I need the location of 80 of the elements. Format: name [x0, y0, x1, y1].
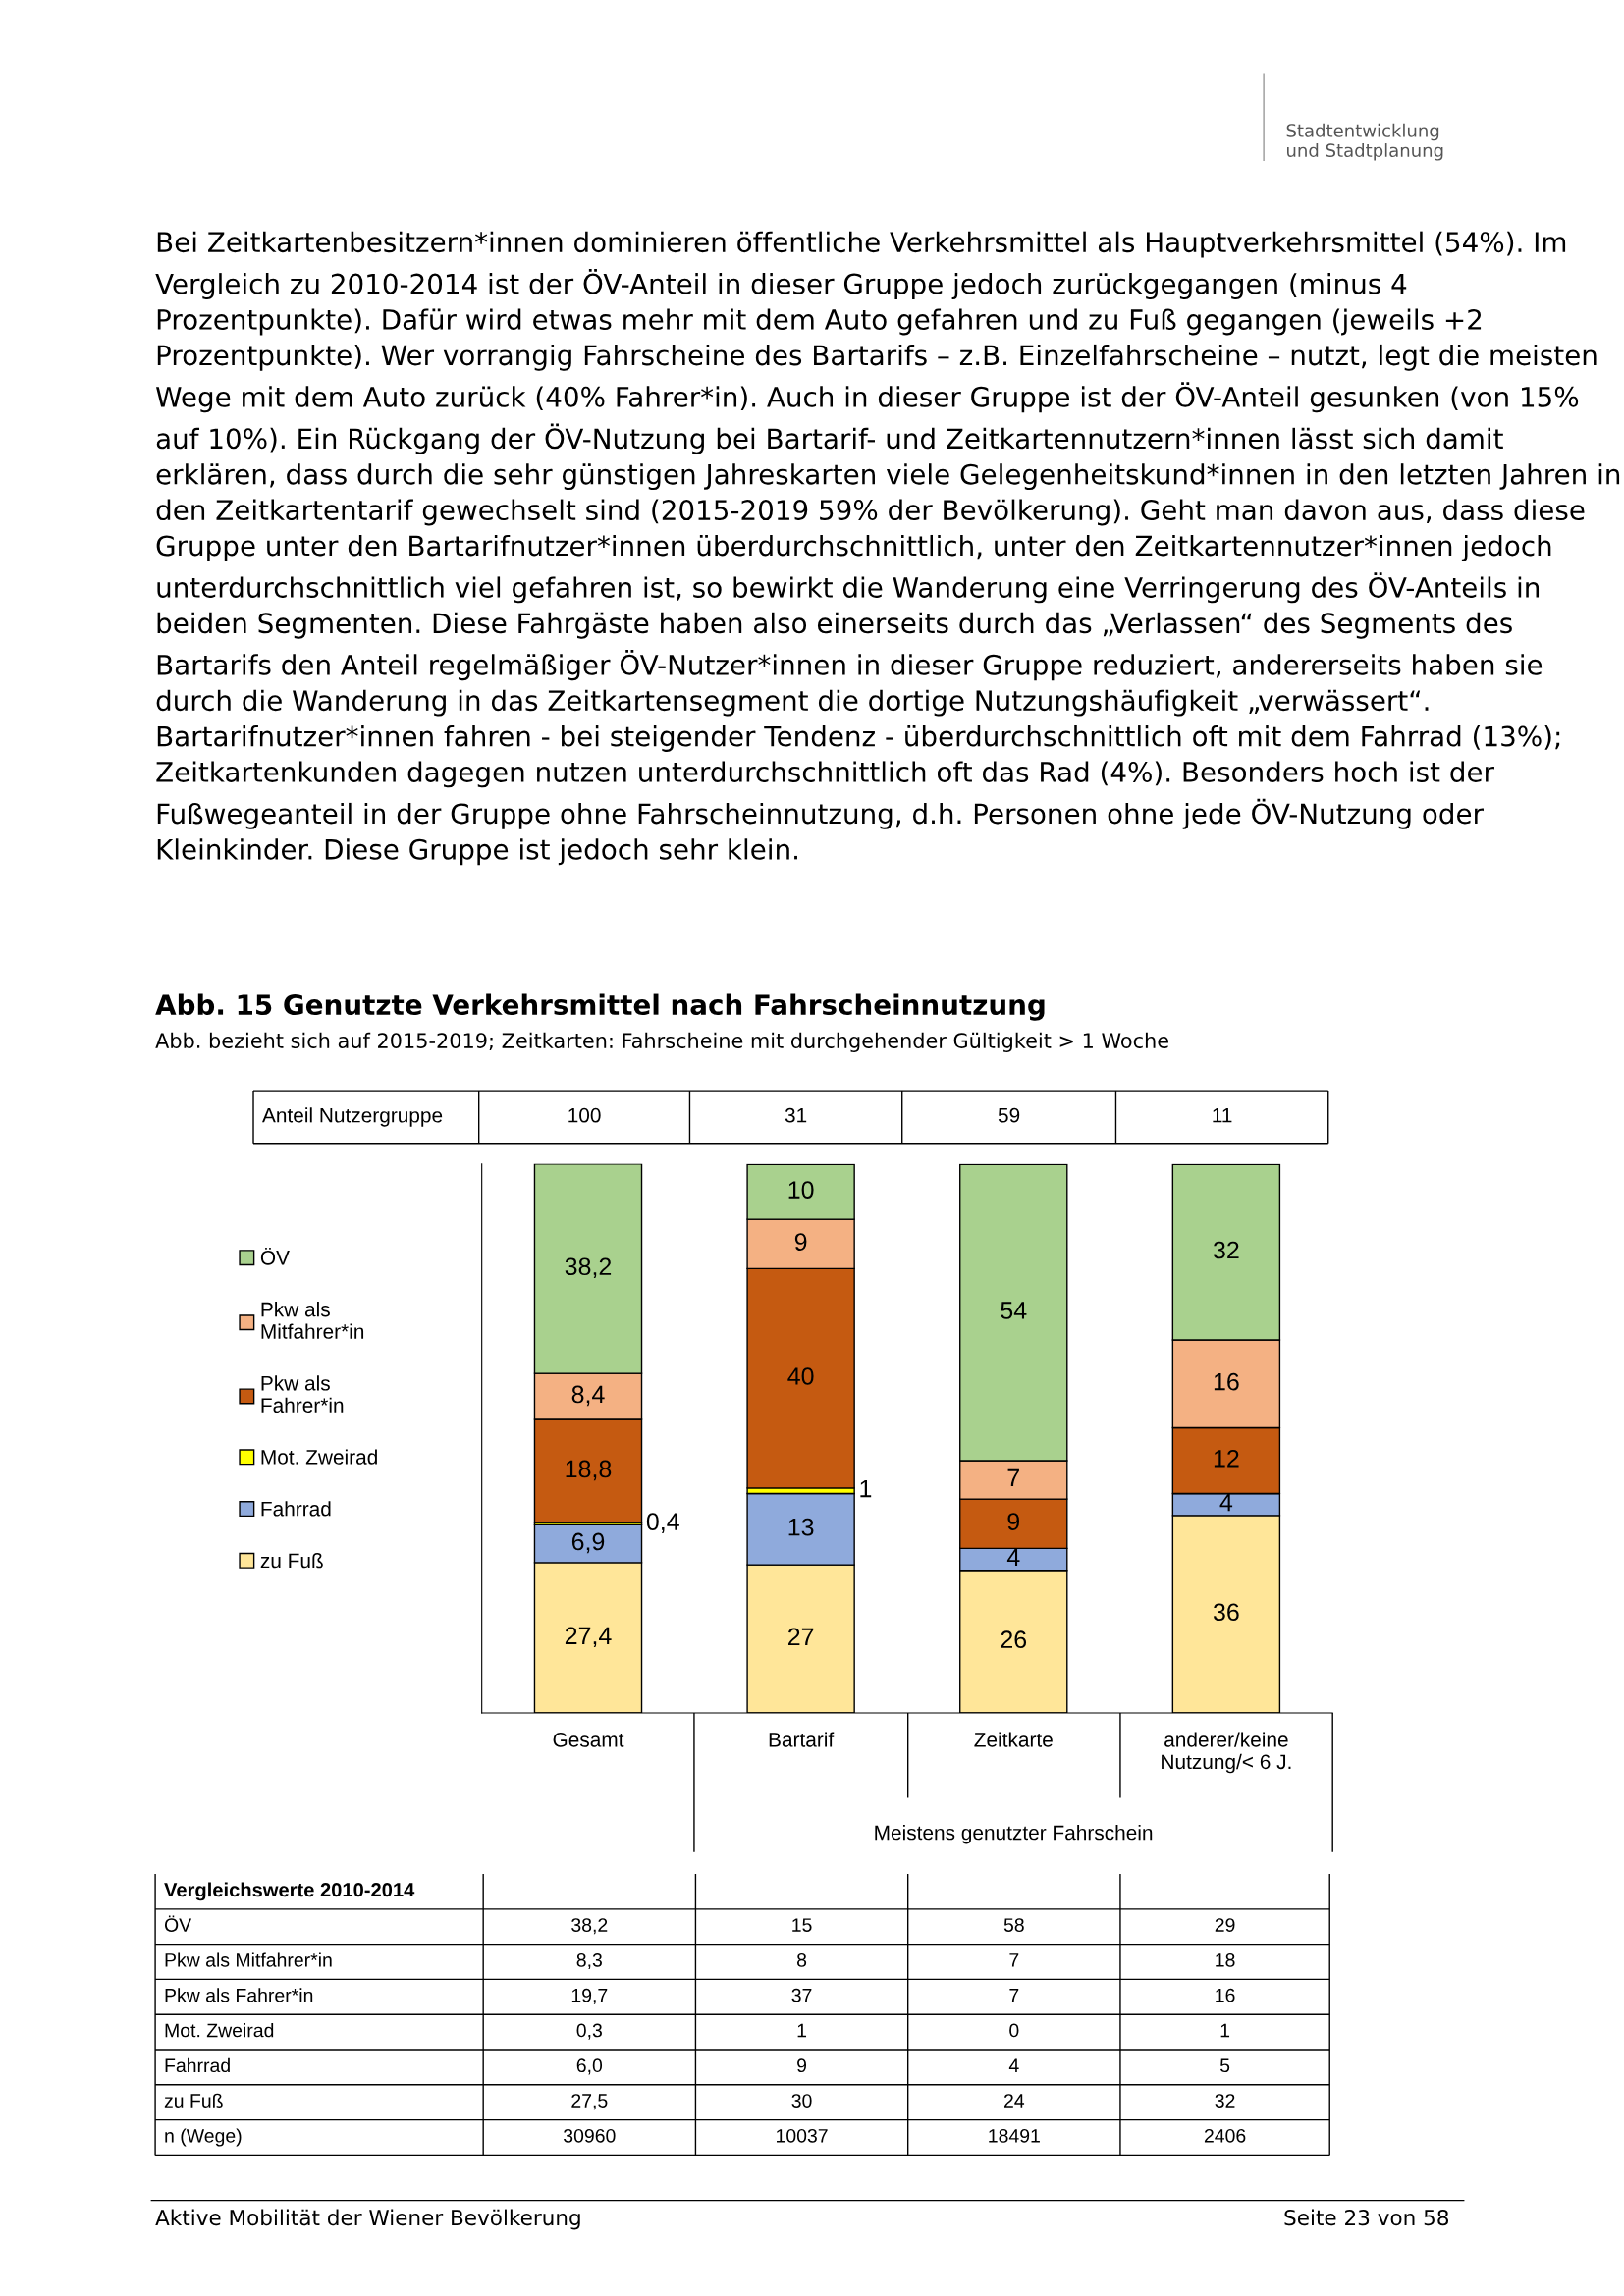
text: 18: [1216, 1952, 1235, 1967]
text: 24: [1003, 2094, 1025, 2108]
text: 29: [1215, 1918, 1235, 1932]
legend-label: Mot. Zweirad: [261, 1449, 377, 1465]
text: 18491: [989, 2128, 1040, 2143]
text: 32: [1215, 2094, 1235, 2108]
data-label: 8,4: [571, 1385, 605, 1407]
data-label: 0,4: [646, 1513, 679, 1533]
data-label: 16: [1214, 1372, 1239, 1391]
text: 31: [785, 1107, 807, 1123]
text: 100: [568, 1107, 601, 1123]
data-label: 18,8: [566, 1460, 612, 1481]
legend-label: Pkw als Mitfahrer*in: [261, 1302, 364, 1339]
data-label: 12: [1214, 1449, 1239, 1468]
text: 6,0: [576, 2058, 603, 2075]
data-label: 9: [1007, 1513, 1020, 1530]
text: Stadtentwicklung und Stadtplanung: [1286, 123, 1443, 161]
text: 9: [797, 2058, 807, 2073]
data-label: 1: [860, 1479, 872, 1498]
legend-label: Pkw als Fahrer*in: [261, 1375, 344, 1414]
data-label: 32: [1213, 1241, 1239, 1259]
data-label: 36: [1213, 1603, 1239, 1622]
text: Vergleichswerte 2010-2014: [164, 1882, 415, 1901]
data-label: 54: [1001, 1302, 1027, 1319]
text: ÖV: [164, 1915, 192, 1932]
legend-label: zu Fuß: [260, 1552, 323, 1569]
chart-title: Abb. 15 Genutzte Verkehrsmittel nach Fahrscheinnutzung: [155, 993, 1045, 1021]
text: 58: [1003, 1918, 1024, 1932]
chart-subtitle: Abb. bezieht sich auf 2015-2019; Zeitkarten: Fahrscheine mit durchgehender Gültigkeit > 1 Woche: [155, 1032, 1168, 1052]
text: Bei Zeitkartenbesitzern*innen dominieren öffentliche Verkehrsmittel als Hauptverkehrsmittel (54%). Im Vergleich zu 2010-2014 ist der ÖV-Anteil in dieser Gruppe jedoch zurückgegangen (minus 4 Prozentpunkte). Dafür wird etwas mehr mit dem Auto gefahren und zu Fuß gegangen (jeweils +2 Prozentpunkte). Wer vorrangig Fahrscheine des Bartarifs – z.B. Einzelfahrscheine – nutzt, legt die meisten Wege mit dem Auto zurück (40% Fahrer*in). Auch in dieser Gruppe ist der ÖV-Anteil gesunken (von 15% auf 10%). Ein Rückgang der ÖV-Nutzung bei Bartarif- und Zeitkartennutzern*innen lässt sich damit erklären, dass durch die sehr günstigen Jahreskarten viele Gelegenheitskund*innen in den letzten Jahren in den Zeitkartentarif gewechselt sind (2015-2019 59% der Bevölkerung). Geht man davon aus, dass diese Gruppe unter den Bartarifnutzer*innen überdurchschnittlich, unter den Zeitkartennutzer*innen jedoch unterdurchschnittlich viel gefahren ist, so bewirkt die Wanderung eine Verringerung des ÖV-Anteils in beiden Segmenten. Diese Fahrgäste haben also einerseits durch das „Verlassen“ des Segments des Bartarifs den Anteil regelmäßiger ÖV-Nutzer*innen in dieser Gruppe reduziert, andererseits haben sie durch die Wanderung in das Zeitkartensegment die dortige Nutzungshäufigkeit „verwässert“. Bartarifnutzer*innen fahren - bei steigender Tendenz - überdurchschnittlich oft mit dem Fahrrad (13%); Zeitkartenkunden dagegen nutzen unterdurchschnittlich oft das Rad (4%). Besonders hoch ist der Fußwegeanteil in der Gruppe ohne Fahrscheinnutzung, d.h. Personen ohne jede ÖV-Nutzung oder Kleinkinder. Diese Gruppe ist jedoch sehr klein.: [155, 231, 1620, 866]
text: Seite 23 von 58: [1284, 2209, 1449, 2226]
legend-label: ÖV: [260, 1248, 290, 1265]
text: 37: [791, 1988, 812, 2002]
data-label: 7: [1007, 1468, 1019, 1486]
text: Meistens genutzter Fahrschein: [875, 1825, 1153, 1844]
data-label: 4: [1219, 1493, 1233, 1512]
data-label: 38,2: [565, 1257, 612, 1279]
data-label: 26: [1001, 1630, 1027, 1649]
text: zu Fuß: [164, 2093, 223, 2108]
text: 11: [1213, 1108, 1232, 1123]
text: 38,2: [571, 1918, 608, 1935]
text: Mot. Zweirad: [165, 2023, 274, 2038]
x-tick-label: Zeitkarte: [974, 1732, 1053, 1747]
data-label: 40: [787, 1367, 814, 1385]
text: 7: [1009, 1953, 1019, 1967]
text: 30960: [564, 2128, 616, 2143]
legend-label: Fahrrad: [261, 1501, 331, 1517]
text: 2406: [1204, 2128, 1246, 2143]
text: Anteil Nutzergruppe: [262, 1107, 443, 1127]
x-tick-label: Gesamt: [553, 1732, 624, 1747]
text: 0,3: [576, 2023, 602, 2040]
text: Aktive Mobilität der Wiener Bevölkerung: [155, 2209, 580, 2230]
text: 30: [791, 2094, 812, 2108]
text: 27,5: [571, 2094, 608, 2110]
text: 16: [1216, 1988, 1235, 2002]
data-label: 6,9: [571, 1532, 605, 1554]
text: 59: [998, 1107, 1020, 1123]
x-tick-label: Bartarif: [769, 1732, 835, 1747]
text: 4: [1008, 2058, 1019, 2072]
text: 1: [797, 2023, 807, 2038]
text: 5: [1219, 2058, 1230, 2073]
text: 7: [1009, 1988, 1019, 2002]
text: 15: [792, 1918, 812, 1932]
text: 8,3: [576, 1952, 602, 1970]
data-label: 9: [794, 1233, 807, 1251]
text: 8: [797, 1952, 807, 1967]
data-label: 13: [788, 1518, 814, 1536]
text: Fahrrad: [165, 2057, 230, 2073]
text: 19,7: [571, 1988, 608, 2004]
data-label: 27: [787, 1628, 814, 1646]
text: Pkw als Fahrer*in: [165, 1988, 313, 2002]
text: n (Wege): [165, 2128, 242, 2147]
data-label: 4: [1006, 1548, 1020, 1566]
text: 0: [1009, 2023, 1019, 2038]
text: 1: [1220, 2023, 1230, 2038]
text: 10037: [777, 2128, 828, 2143]
text: Pkw als Mitfahrer*in: [165, 1952, 332, 1967]
data-label: 27,4: [565, 1627, 612, 1648]
data-label: 10: [788, 1181, 814, 1199]
x-tick-label: anderer/keine Nutzung/< 6 J.: [1162, 1732, 1291, 1774]
